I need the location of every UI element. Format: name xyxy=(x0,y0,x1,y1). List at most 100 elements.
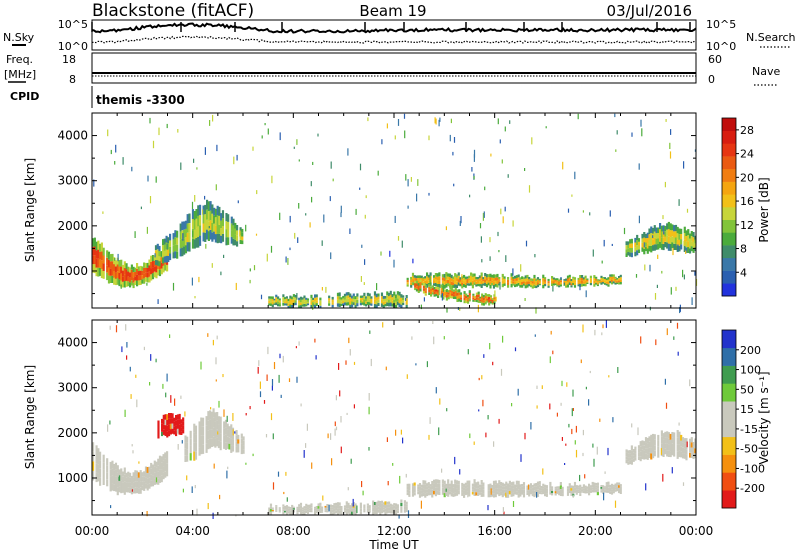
echo-cell xyxy=(340,299,343,302)
sparse-echo xyxy=(147,175,149,182)
echo-cell xyxy=(549,485,552,489)
echo-cell xyxy=(454,273,457,277)
colorbar-tick-label: -15 xyxy=(740,423,758,436)
echo-cell xyxy=(551,278,554,281)
echo-cell xyxy=(417,290,420,293)
echo-cell xyxy=(382,509,385,513)
echo-cell xyxy=(120,273,123,281)
echo-cell xyxy=(227,214,230,222)
echo-cell xyxy=(452,282,455,286)
echo-cell xyxy=(554,491,557,494)
echo-cell xyxy=(144,483,148,489)
echo-cell xyxy=(271,507,274,509)
echo-cell xyxy=(501,273,504,278)
echo-cell xyxy=(336,296,340,300)
echo-cell xyxy=(667,444,670,451)
echo-cell xyxy=(589,487,592,489)
echo-cell xyxy=(510,493,513,497)
echo-cell xyxy=(157,465,160,472)
echo-cell xyxy=(333,508,336,512)
echo-cell xyxy=(503,486,506,490)
echo-cell xyxy=(468,480,471,485)
echo-cell xyxy=(166,425,169,432)
echo-cell xyxy=(600,275,603,278)
echo-cell xyxy=(538,283,541,286)
sparse-echo xyxy=(582,429,584,436)
sparse-echo xyxy=(512,501,515,507)
echo-cell xyxy=(692,442,695,447)
echo-cell xyxy=(444,291,447,294)
echo-cell xyxy=(111,268,114,276)
echo-cell xyxy=(524,281,527,286)
echo-cell xyxy=(317,503,320,506)
echo-cell xyxy=(614,483,617,486)
echo-cell xyxy=(200,445,203,455)
echo-cell xyxy=(452,294,456,297)
echo-cell xyxy=(612,274,615,277)
echo-cell xyxy=(129,487,132,493)
echo-cell xyxy=(312,297,315,300)
echo-cell xyxy=(123,488,126,495)
echo-cell xyxy=(180,419,183,424)
echo-cell xyxy=(641,449,644,455)
echo-cell xyxy=(343,299,347,303)
echo-cell xyxy=(174,230,177,238)
echo-cell xyxy=(507,487,510,491)
echo-cell xyxy=(214,412,217,422)
echo-cell xyxy=(664,225,667,232)
echo-cell xyxy=(314,510,317,513)
echo-cell xyxy=(189,445,192,453)
sparse-echo xyxy=(252,453,254,457)
echo-cell xyxy=(301,507,304,510)
echo-cell xyxy=(156,243,159,250)
echo-cell xyxy=(301,511,304,514)
echo-cell xyxy=(646,448,649,455)
sparse-echo xyxy=(181,440,183,444)
echo-cell xyxy=(515,278,518,281)
echo-cell xyxy=(531,283,534,287)
echo-cell xyxy=(664,437,667,443)
echo-cell xyxy=(570,485,573,488)
echo-cell xyxy=(299,505,303,509)
sparse-echo xyxy=(504,206,506,212)
echo-cell xyxy=(614,276,617,279)
echo-cell xyxy=(382,301,385,305)
echo-cell xyxy=(343,509,347,511)
echo-cell xyxy=(445,272,448,276)
echo-cell xyxy=(582,281,585,284)
echo-cell xyxy=(388,292,391,297)
sparse-echo xyxy=(449,134,451,142)
echo-cell xyxy=(498,484,501,489)
echo-cell xyxy=(287,508,290,510)
echo-cell xyxy=(692,454,695,459)
sparse-echo xyxy=(387,481,389,486)
echo-cell xyxy=(566,488,570,492)
sparse-echo xyxy=(93,179,95,187)
echo-cell xyxy=(629,450,632,454)
sparse-echo xyxy=(305,443,307,448)
echo-cell xyxy=(559,492,562,496)
sparse-echo xyxy=(660,448,662,455)
echo-cell xyxy=(186,223,189,233)
echo-cell xyxy=(573,481,577,485)
sparse-echo xyxy=(335,426,338,431)
sparse-echo xyxy=(303,450,305,458)
echo-cell xyxy=(612,486,615,489)
echo-cell xyxy=(299,296,303,300)
echo-cell xyxy=(370,296,373,299)
echo-cell xyxy=(402,300,405,303)
echo-cell xyxy=(352,293,355,297)
echo-cell xyxy=(605,281,608,284)
echo-cell xyxy=(610,274,614,277)
echo-cell xyxy=(176,244,179,252)
echo-cell xyxy=(410,276,413,280)
echo-cell xyxy=(207,420,210,431)
echo-cell xyxy=(275,508,278,511)
echo-cell xyxy=(450,484,453,489)
sparse-echo xyxy=(200,361,202,370)
echo-cell xyxy=(517,489,520,494)
echo-cell xyxy=(507,483,510,487)
sparse-echo xyxy=(435,387,437,394)
echo-cell xyxy=(189,430,192,439)
echo-cell xyxy=(429,486,432,490)
